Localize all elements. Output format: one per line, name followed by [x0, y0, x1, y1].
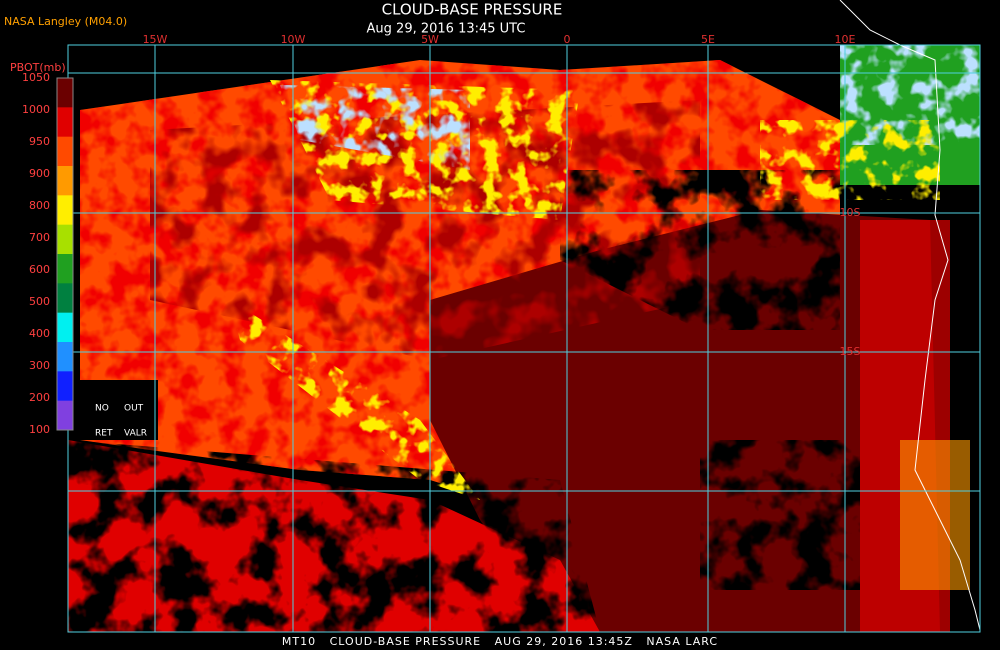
- latitude-label: 15S: [840, 345, 861, 358]
- legend-tick-label: 950: [29, 135, 50, 148]
- longitude-label: 5E: [701, 33, 715, 46]
- coastal-stratus: [900, 440, 970, 590]
- longitude-label: 0: [564, 33, 571, 46]
- map-title: CLOUD-BASE PRESSURE: [382, 1, 563, 19]
- longitude-label: 15W: [143, 33, 168, 46]
- legend-tick-label: 100: [29, 423, 50, 436]
- legend-tick-label: 800: [29, 199, 50, 212]
- source-label: NASA Langley (M04.0): [4, 15, 127, 28]
- legend-title: PBOT(mb): [10, 61, 66, 74]
- legend-swatch: [57, 283, 73, 314]
- legend-swatch: [57, 224, 73, 255]
- legend-tick-label: 700: [29, 231, 50, 244]
- high-clouds: [280, 85, 470, 170]
- no-retrieval-label: OUT: [124, 404, 144, 414]
- legend-swatch: [57, 371, 73, 402]
- imagery: [68, 0, 981, 632]
- longitude-label: 5W: [421, 33, 439, 46]
- labels: NASA Langley (M04.0) CLOUD-BASE PRESSURE…: [4, 1, 861, 649]
- legend-swatch: [57, 400, 73, 431]
- legend-frame: [56, 77, 74, 431]
- longitude-label: 10E: [835, 33, 856, 46]
- legend-swatch: [57, 78, 73, 108]
- footer: MT10 CLOUD-BASE PRESSURE AUG 29, 2016 13…: [282, 635, 718, 648]
- legend-swatch: [57, 342, 73, 372]
- coastline: [839, 0, 981, 631]
- clear-patches: [560, 170, 840, 330]
- legend-tick-label: 300: [29, 359, 50, 372]
- legend-tick-label: 200: [29, 391, 50, 404]
- latitude-label: 10S: [840, 206, 861, 219]
- legend-swatch: [57, 312, 73, 343]
- legend-tick-label: 600: [29, 263, 50, 276]
- legend-swatch: [57, 254, 73, 284]
- legend-swatch: [57, 166, 73, 196]
- graticule: [67, 44, 981, 633]
- no-retrieval-label: NO: [95, 404, 109, 414]
- legend-tick-label: 1000: [22, 103, 50, 116]
- legend-tick-label: 400: [29, 327, 50, 340]
- legend-tick-label: 500: [29, 295, 50, 308]
- no-retrieval-box: [68, 380, 158, 440]
- legend-tick-label: 1050: [22, 71, 50, 84]
- legend-tick-label: 900: [29, 167, 50, 180]
- legend-swatch: [57, 107, 73, 138]
- no-retrieval-label: VALR: [124, 429, 147, 439]
- legend-swatch: [57, 195, 73, 226]
- longitude-label: 10W: [281, 33, 306, 46]
- legend-swatch: [57, 136, 73, 167]
- clear-south: [700, 440, 860, 590]
- map-timestamp: Aug 29, 2016 13:45 UTC: [367, 22, 526, 37]
- ne-mid-cloud: [760, 120, 940, 200]
- no-retrieval-label: RET: [95, 429, 113, 439]
